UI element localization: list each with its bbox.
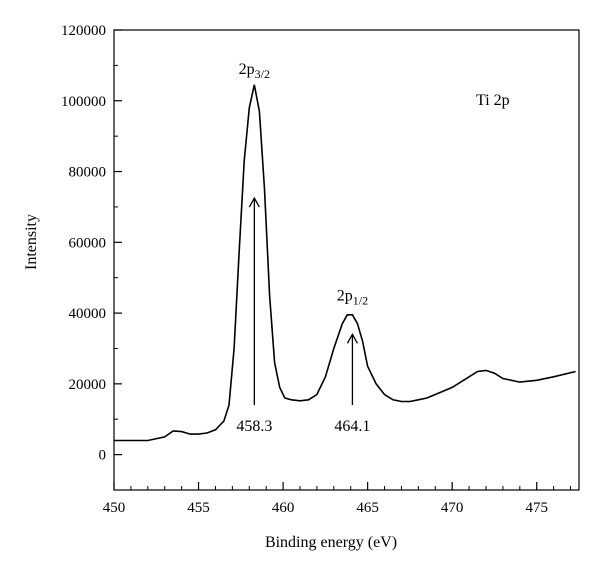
x-tick-label: 460 (272, 500, 295, 516)
y-tick-label: 100000 (61, 94, 106, 110)
peak-arrow-head (248, 196, 260, 208)
peak-label-subscript: 1/2 (353, 294, 368, 308)
peak-arrow-head (346, 332, 358, 344)
peak-position-label: 464.1 (334, 418, 370, 435)
y-tick-label: 60000 (69, 235, 107, 251)
peak-annotations: 2p3/2 458.3 2p1/2 464.1 (236, 61, 370, 435)
x-axis-title: Binding energy (eV) (265, 534, 397, 551)
x-axis-ticks: 450 455 460 465 470 475 (103, 482, 572, 516)
x-tick-label: 465 (356, 500, 379, 516)
y-tick-label: 20000 (69, 377, 107, 393)
y-tick-label: 120000 (61, 23, 106, 39)
x-tick-label: 470 (441, 500, 464, 516)
plot-frame (113, 29, 580, 491)
x-tick-label: 475 (525, 500, 548, 516)
y-tick-label: 40000 (69, 306, 107, 322)
peak-label-subscript: 3/2 (255, 67, 270, 81)
peak-position-label: 458.3 (236, 418, 272, 435)
series-label: Ti 2p (476, 92, 510, 109)
peak-label: 2p3/2 (239, 61, 270, 81)
y-axis-title: Intensity (23, 214, 40, 270)
y-axis-ticks: 0 20000 40000 60000 80000 100000 120000 (61, 23, 122, 491)
ti2p-spectrum-line (114, 84, 576, 442)
y-tick-label: 0 (99, 448, 107, 464)
y-tick-label: 80000 (69, 165, 107, 181)
peak-label: 2p1/2 (337, 288, 368, 308)
x-tick-label: 455 (187, 500, 210, 516)
x-tick-label: 450 (103, 500, 126, 516)
